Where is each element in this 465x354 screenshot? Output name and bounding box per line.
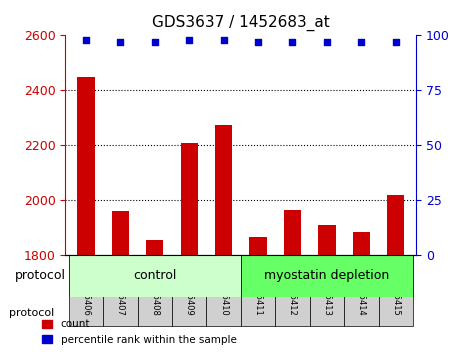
Bar [241, 255, 275, 326]
Bar [249, 238, 266, 354]
Bar [275, 255, 310, 326]
Title: GDS3637 / 1452683_at: GDS3637 / 1452683_at [152, 15, 330, 31]
Point [82, 37, 90, 42]
Text: GSM385409: GSM385409 [185, 265, 194, 316]
Text: GSM385412: GSM385412 [288, 265, 297, 316]
Point [220, 37, 227, 42]
Bar [310, 255, 344, 326]
Bar [103, 255, 138, 326]
Point [392, 39, 399, 45]
Text: GSM385407: GSM385407 [116, 265, 125, 316]
Text: protocol: protocol [9, 308, 54, 318]
Point [358, 39, 365, 45]
Bar [180, 143, 198, 354]
Bar [69, 255, 103, 326]
Bar [387, 195, 405, 354]
Text: GSM385411: GSM385411 [253, 265, 263, 316]
Text: GSM385412: GSM385412 [288, 255, 297, 310]
Bar [284, 210, 301, 354]
Bar [206, 255, 241, 326]
Point [151, 39, 159, 45]
Text: GSM385414: GSM385414 [357, 255, 366, 310]
Bar [146, 240, 163, 354]
Point [117, 39, 124, 45]
Text: GSM385414: GSM385414 [357, 265, 366, 316]
Text: GSM385411: GSM385411 [253, 255, 263, 310]
Text: GSM385408: GSM385408 [150, 265, 159, 316]
Point [254, 39, 262, 45]
Point [186, 37, 193, 42]
Bar [138, 255, 172, 326]
Text: GSM385409: GSM385409 [185, 255, 194, 310]
Text: GSM385413: GSM385413 [322, 255, 332, 310]
Bar [344, 255, 379, 326]
Bar [215, 125, 232, 354]
Text: GSM385410: GSM385410 [219, 265, 228, 316]
Text: GSM385415: GSM385415 [391, 255, 400, 310]
Bar [112, 211, 129, 354]
Point [323, 39, 331, 45]
Text: protocol: protocol [15, 269, 66, 282]
Point [289, 39, 296, 45]
Text: GSM385413: GSM385413 [322, 265, 332, 316]
Text: GSM385408: GSM385408 [150, 255, 159, 310]
Bar [379, 255, 413, 326]
Bar [172, 255, 206, 326]
Text: GSM385410: GSM385410 [219, 255, 228, 310]
FancyBboxPatch shape [69, 255, 241, 297]
Text: GSM385406: GSM385406 [81, 255, 91, 310]
Legend: count, percentile rank within the sample: count, percentile rank within the sample [38, 315, 241, 349]
Text: GSM385406: GSM385406 [81, 265, 91, 316]
Text: GSM385407: GSM385407 [116, 255, 125, 310]
Bar [353, 232, 370, 354]
Bar [319, 225, 336, 354]
Text: control: control [133, 269, 177, 282]
Text: myostatin depletion: myostatin depletion [264, 269, 390, 282]
Bar [77, 76, 94, 354]
Text: GSM385415: GSM385415 [391, 265, 400, 316]
FancyBboxPatch shape [241, 255, 413, 297]
